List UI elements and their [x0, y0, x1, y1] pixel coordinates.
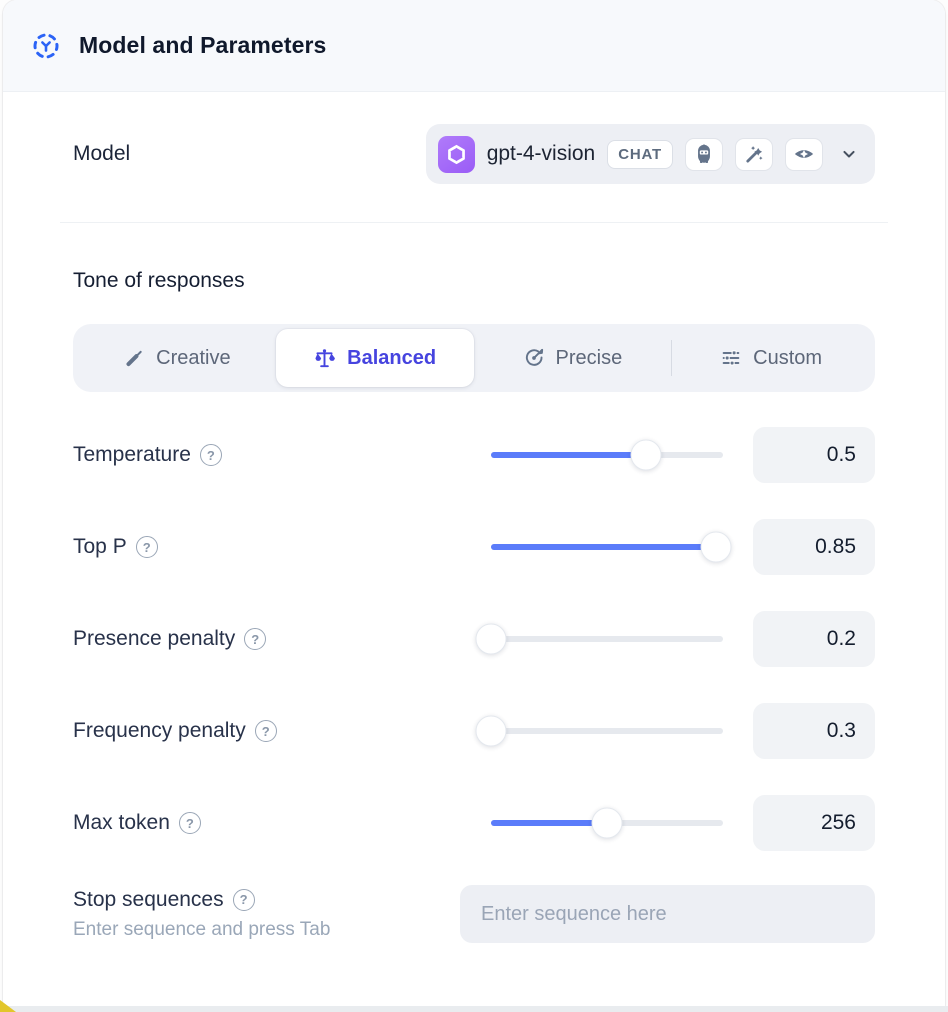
model-selector[interactable]: gpt-4-vision CHAT — [425, 124, 875, 184]
slider-thumb[interactable] — [475, 715, 507, 747]
model-label: Model — [73, 142, 131, 165]
temperature-slider[interactable] — [491, 439, 723, 471]
model-hub-icon — [31, 31, 61, 61]
temperature-row: Temperature ? 0.5 — [73, 425, 875, 485]
max-token-slider[interactable] — [491, 807, 723, 839]
stop-sequences-labels: Stop sequences ? Enter sequence and pres… — [73, 888, 330, 941]
help-icon[interactable]: ? — [199, 444, 222, 466]
presence-penalty-label: Presence penalty ? — [73, 627, 491, 651]
paintbrush-icon — [123, 347, 145, 369]
section-divider — [60, 222, 888, 223]
chat-type-badge: CHAT — [607, 139, 673, 169]
presence-penalty-row: Presence penalty ? 0.2 — [73, 609, 875, 669]
temperature-value[interactable]: 0.5 — [753, 427, 875, 483]
tab-precise[interactable]: Precise — [474, 329, 672, 387]
settings-card: Model and Parameters Model — [3, 0, 945, 1006]
model-name: gpt-4-vision — [486, 142, 596, 165]
chevron-down-icon — [839, 144, 859, 164]
slider-thumb[interactable] — [630, 439, 662, 471]
balance-scale-icon — [313, 347, 336, 370]
stop-sequences-row: Stop sequences ? Enter sequence and pres… — [73, 885, 875, 943]
tab-label: Balanced — [347, 346, 437, 369]
stop-sequences-label: Stop sequences ? — [73, 888, 330, 912]
sliders-icon — [720, 347, 742, 369]
tone-heading: Tone of responses — [73, 269, 245, 292]
openai-logo — [437, 135, 475, 173]
tab-separator — [671, 340, 673, 376]
max-token-label: Max token ? — [73, 811, 491, 835]
help-icon[interactable]: ? — [178, 812, 201, 834]
tab-balanced[interactable]: Balanced — [275, 329, 474, 387]
tone-tab-bar: Creative — [73, 324, 875, 392]
stop-sequences-hint: Enter sequence and press Tab — [73, 918, 331, 940]
magic-wand-icon — [735, 137, 773, 171]
panel-header: Model and Parameters — [3, 0, 945, 92]
page-title: Model and Parameters — [79, 32, 327, 58]
slider-thumb[interactable] — [591, 807, 623, 839]
presence-penalty-slider[interactable] — [475, 623, 723, 655]
slider-thumb[interactable] — [475, 623, 507, 655]
model-row: Model — [73, 124, 875, 184]
top-p-slider[interactable] — [491, 531, 732, 563]
help-icon[interactable]: ? — [232, 888, 255, 911]
tab-label: Custom — [753, 346, 823, 369]
parameter-list: Temperature ? 0.5 Top P ? — [73, 425, 875, 853]
tab-label: Creative — [156, 346, 231, 369]
frequency-penalty-value[interactable]: 0.3 — [753, 703, 875, 759]
max-token-row: Max token ? 256 — [73, 793, 875, 853]
page-background-edge — [0, 1006, 948, 1012]
top-p-value[interactable]: 0.85 — [753, 519, 875, 575]
vision-eye-icon — [785, 137, 823, 171]
max-token-value[interactable]: 256 — [753, 795, 875, 851]
frequency-penalty-row: Frequency penalty ? 0.3 — [73, 701, 875, 761]
tab-creative[interactable]: Creative — [78, 329, 276, 387]
target-icon — [523, 347, 545, 369]
help-icon[interactable]: ? — [135, 536, 158, 558]
slider-thumb[interactable] — [700, 531, 732, 563]
presence-penalty-value[interactable]: 0.2 — [753, 611, 875, 667]
tab-label: Precise — [555, 346, 623, 369]
stop-sequence-input[interactable] — [460, 885, 875, 943]
frequency-penalty-label: Frequency penalty ? — [73, 719, 491, 743]
help-icon[interactable]: ? — [244, 628, 267, 650]
top-p-label: Top P ? — [73, 535, 491, 559]
tab-custom[interactable]: Custom — [672, 329, 870, 387]
top-p-row: Top P ? 0.85 — [73, 517, 875, 577]
help-icon[interactable]: ? — [254, 720, 277, 742]
robot-icon — [685, 137, 723, 171]
temperature-label: Temperature ? — [73, 443, 491, 467]
frequency-penalty-slider[interactable] — [475, 715, 723, 747]
